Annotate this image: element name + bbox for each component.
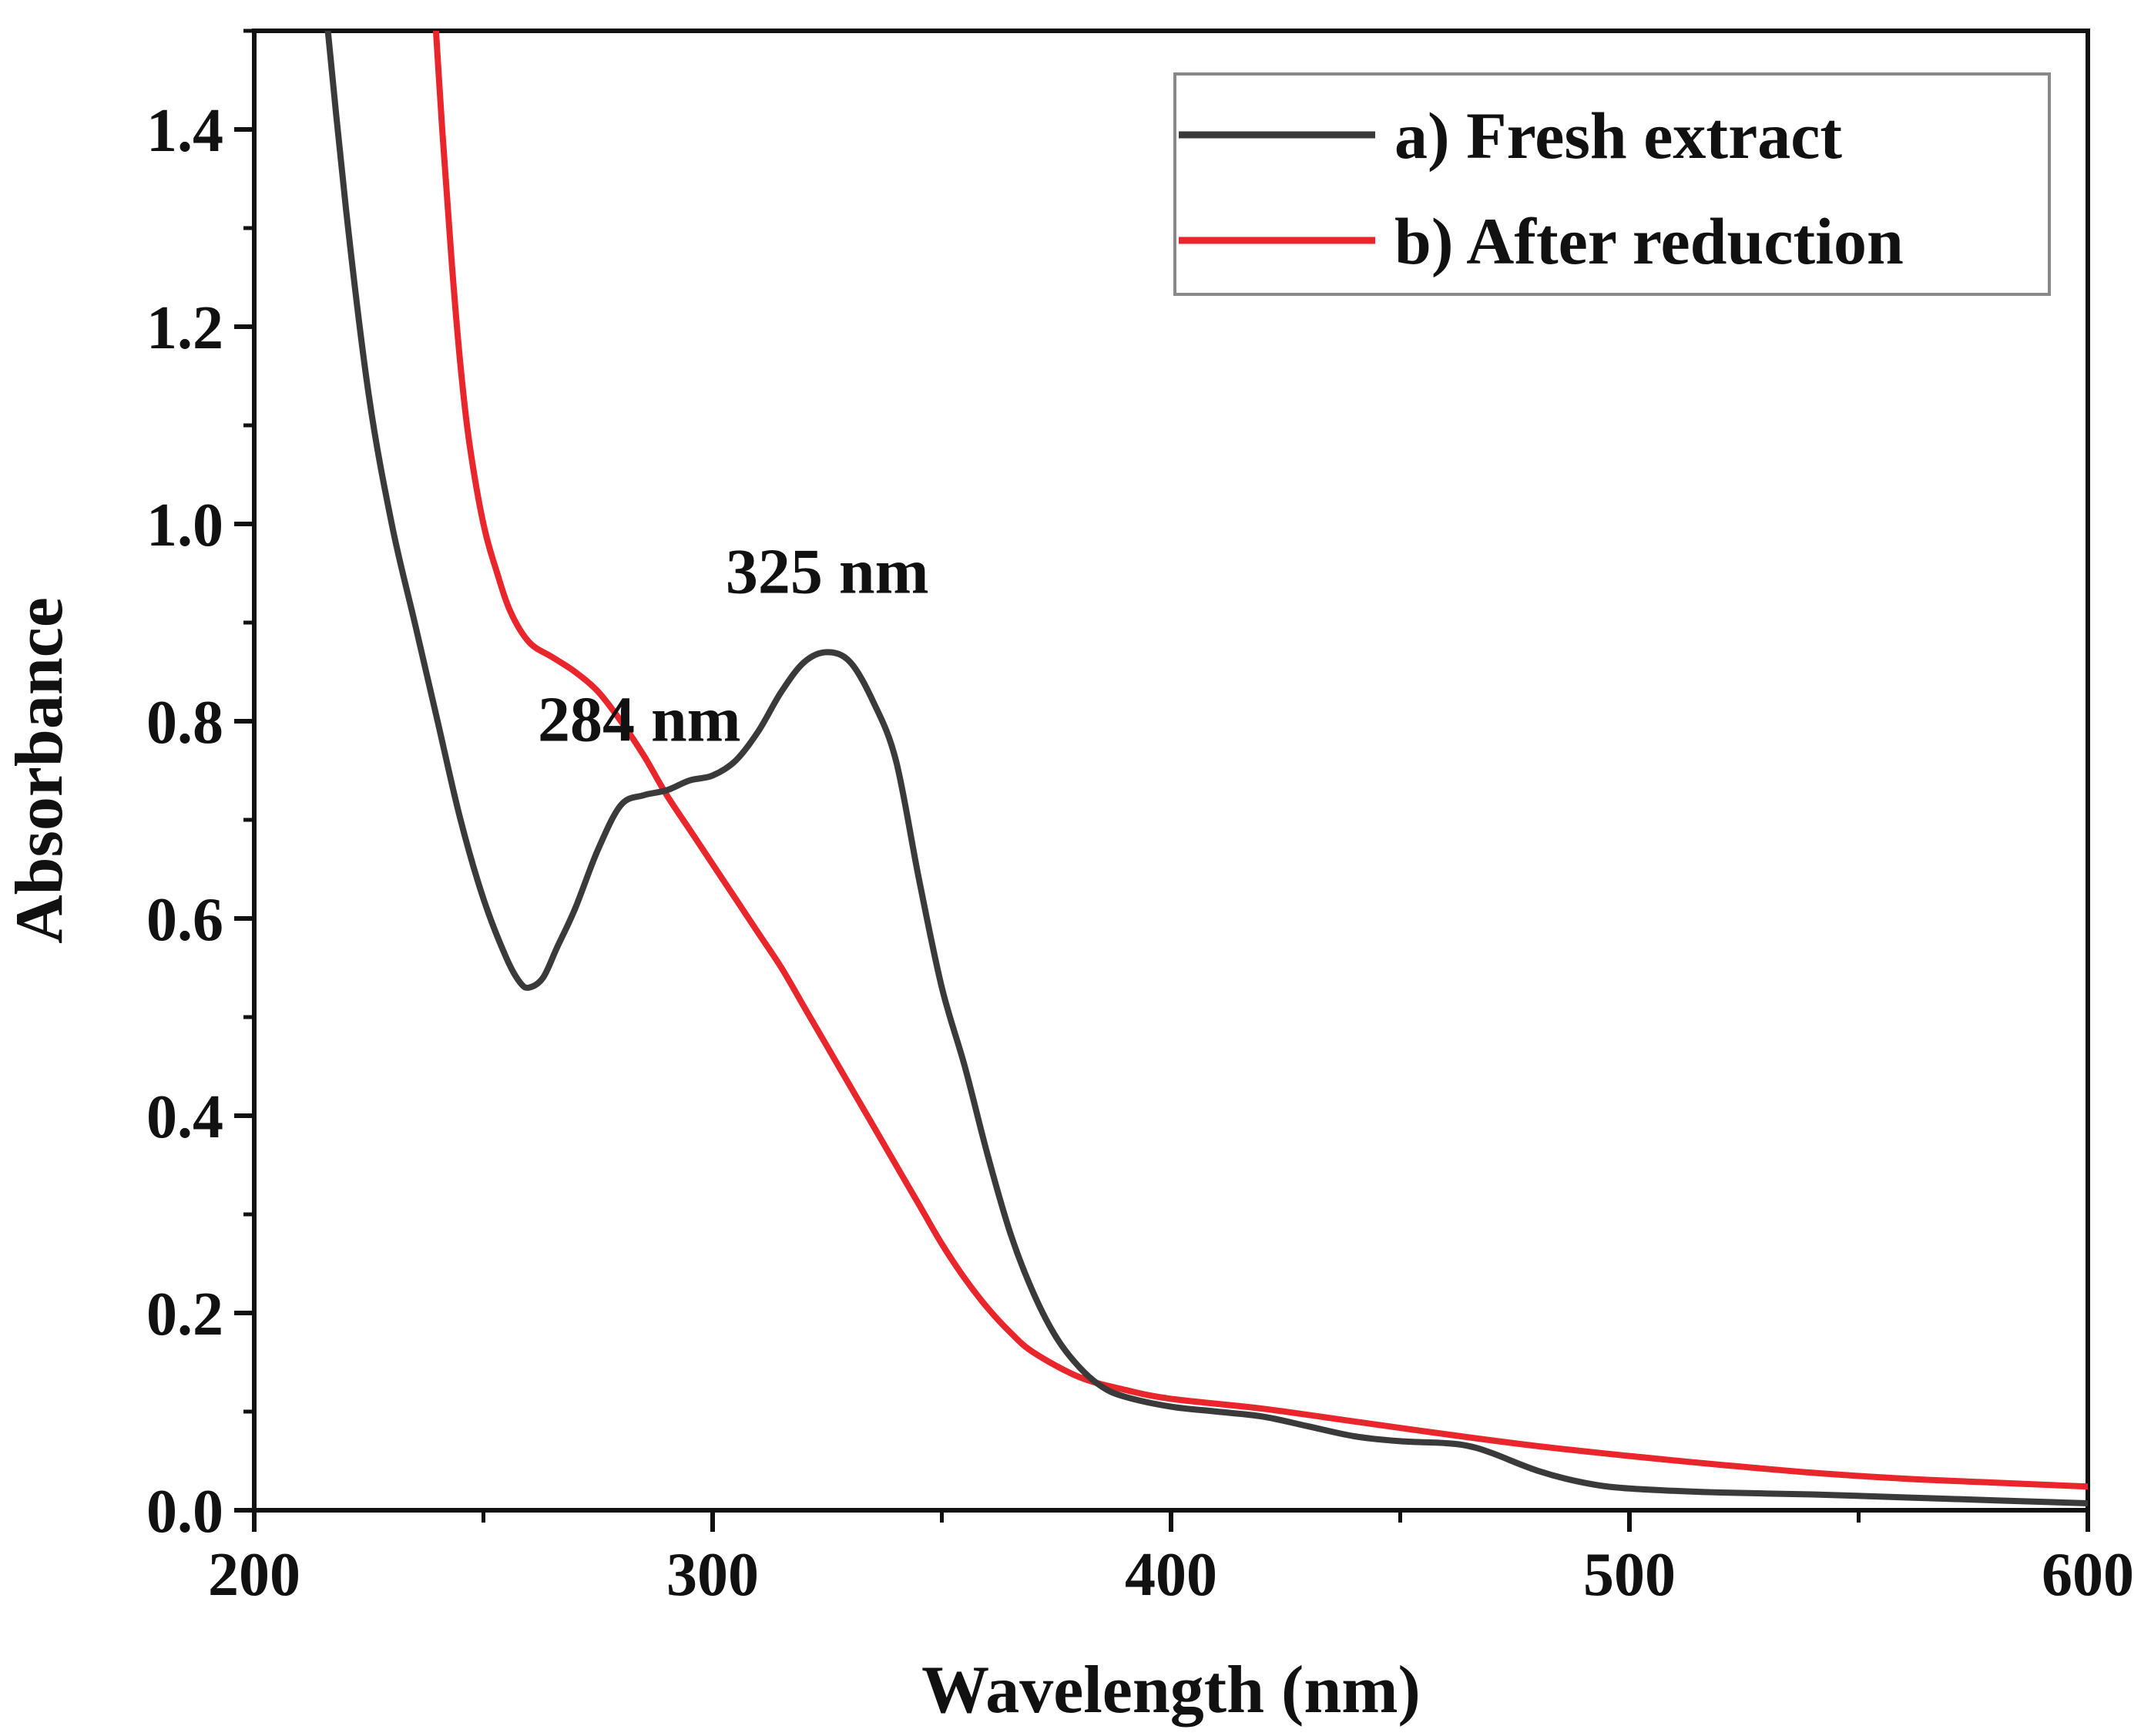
series-line-fresh-extract	[324, 31, 2088, 1506]
y-tick-label: 0.6	[146, 886, 223, 954]
y-tick-label: 0.4	[146, 1083, 223, 1151]
peak-annotation: 325 nm	[726, 536, 929, 608]
y-tick-label: 0.8	[146, 689, 223, 757]
y-tick-label: 1.2	[146, 294, 223, 362]
y-axis-title: Absorbance	[2, 597, 77, 944]
legend: a) Fresh extract b) After reduction	[1173, 72, 2051, 296]
y-tick-label: 1.4	[146, 97, 223, 165]
y-tick-label: 0.0	[146, 1478, 223, 1546]
y-tick-label: 0.2	[146, 1281, 223, 1348]
x-axis-title: Wavelength (nm)	[921, 1653, 1421, 1728]
peak-annotation: 284 nm	[538, 684, 741, 756]
x-tick-label: 500	[1583, 1541, 1676, 1609]
x-tick-label: 200	[208, 1541, 300, 1609]
legend-label-after-reduction: b) After reduction	[1394, 204, 1904, 278]
series-line-after-reduction	[432, 31, 2088, 1490]
y-tick-label: 1.0	[146, 492, 223, 559]
legend-label-fresh-extract: a) Fresh extract	[1394, 99, 1842, 173]
x-tick-label: 400	[1125, 1541, 1217, 1609]
x-tick-label: 600	[2042, 1541, 2134, 1609]
legend-box	[1173, 72, 2051, 296]
x-tick-label: 300	[666, 1541, 759, 1609]
